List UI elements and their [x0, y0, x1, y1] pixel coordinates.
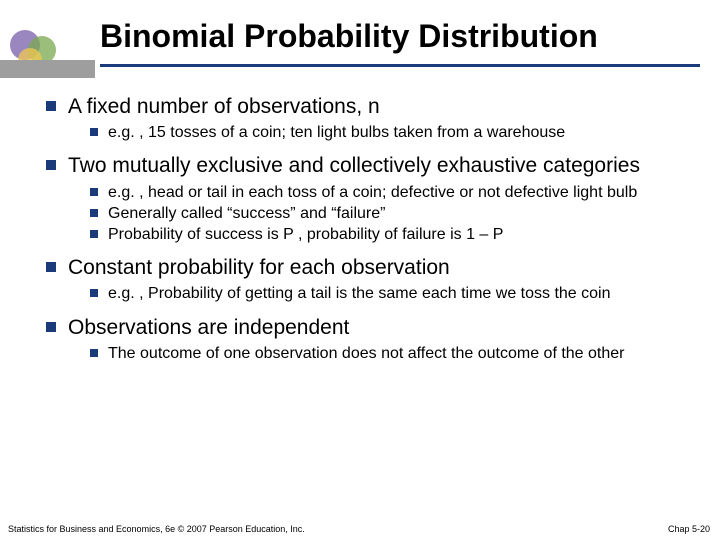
bullet-l2: The outcome of one observation does not … [90, 344, 690, 363]
bullet-text: Generally called “success” and “failure” [108, 205, 385, 222]
slide-title: Binomial Probability Distribution [100, 18, 720, 55]
bullet-text: The outcome of one observation does not … [108, 345, 624, 362]
bullet-text: e.g. , 15 tosses of a coin; ten light bu… [108, 124, 565, 141]
bullet-l1: A fixed number of observations, n e.g. ,… [46, 94, 690, 150]
slide-header: Binomial Probability Distribution [0, 0, 720, 82]
bullet-l2: e.g. , Probability of getting a tail is … [90, 284, 690, 303]
bullet-text: Observations are independent [68, 316, 349, 339]
bullet-text: Probability of success is P , probabilit… [108, 226, 503, 243]
bullet-text: e.g. , head or tail in each toss of a co… [108, 184, 637, 201]
bullet-list-level2: The outcome of one observation does not … [68, 340, 690, 371]
bullet-list-level2: e.g. , Probability of getting a tail is … [68, 280, 690, 311]
slide-content: A fixed number of observations, n e.g. ,… [0, 82, 720, 371]
footer-right: Chap 5-20 [668, 524, 710, 534]
bullet-l2: e.g. , 15 tosses of a coin; ten light bu… [90, 123, 690, 142]
bullet-l1: Constant probability for each observatio… [46, 255, 690, 311]
bullet-text: Two mutually exclusive and collectively … [68, 154, 640, 177]
bullet-l1: Two mutually exclusive and collectively … [46, 153, 690, 252]
footer-left: Statistics for Business and Economics, 6… [8, 524, 305, 534]
logo-gray-bar [0, 60, 95, 78]
title-underline [100, 64, 700, 67]
slide-footer: Statistics for Business and Economics, 6… [8, 524, 710, 534]
bullet-l1: Observations are independent The outcome… [46, 315, 690, 371]
bullet-l2: Probability of success is P , probabilit… [90, 225, 690, 244]
bullet-list-level1: A fixed number of observations, n e.g. ,… [46, 94, 690, 371]
bullet-list-level2: e.g. , head or tail in each toss of a co… [68, 179, 690, 253]
bullet-text: Constant probability for each observatio… [68, 256, 450, 279]
bullet-text: A fixed number of observations, n [68, 95, 380, 118]
bullet-l2: Generally called “success” and “failure” [90, 204, 690, 223]
bullet-l2: e.g. , head or tail in each toss of a co… [90, 183, 690, 202]
bullet-text: e.g. , Probability of getting a tail is … [108, 285, 610, 302]
bullet-list-level2: e.g. , 15 tosses of a coin; ten light bu… [68, 119, 690, 150]
